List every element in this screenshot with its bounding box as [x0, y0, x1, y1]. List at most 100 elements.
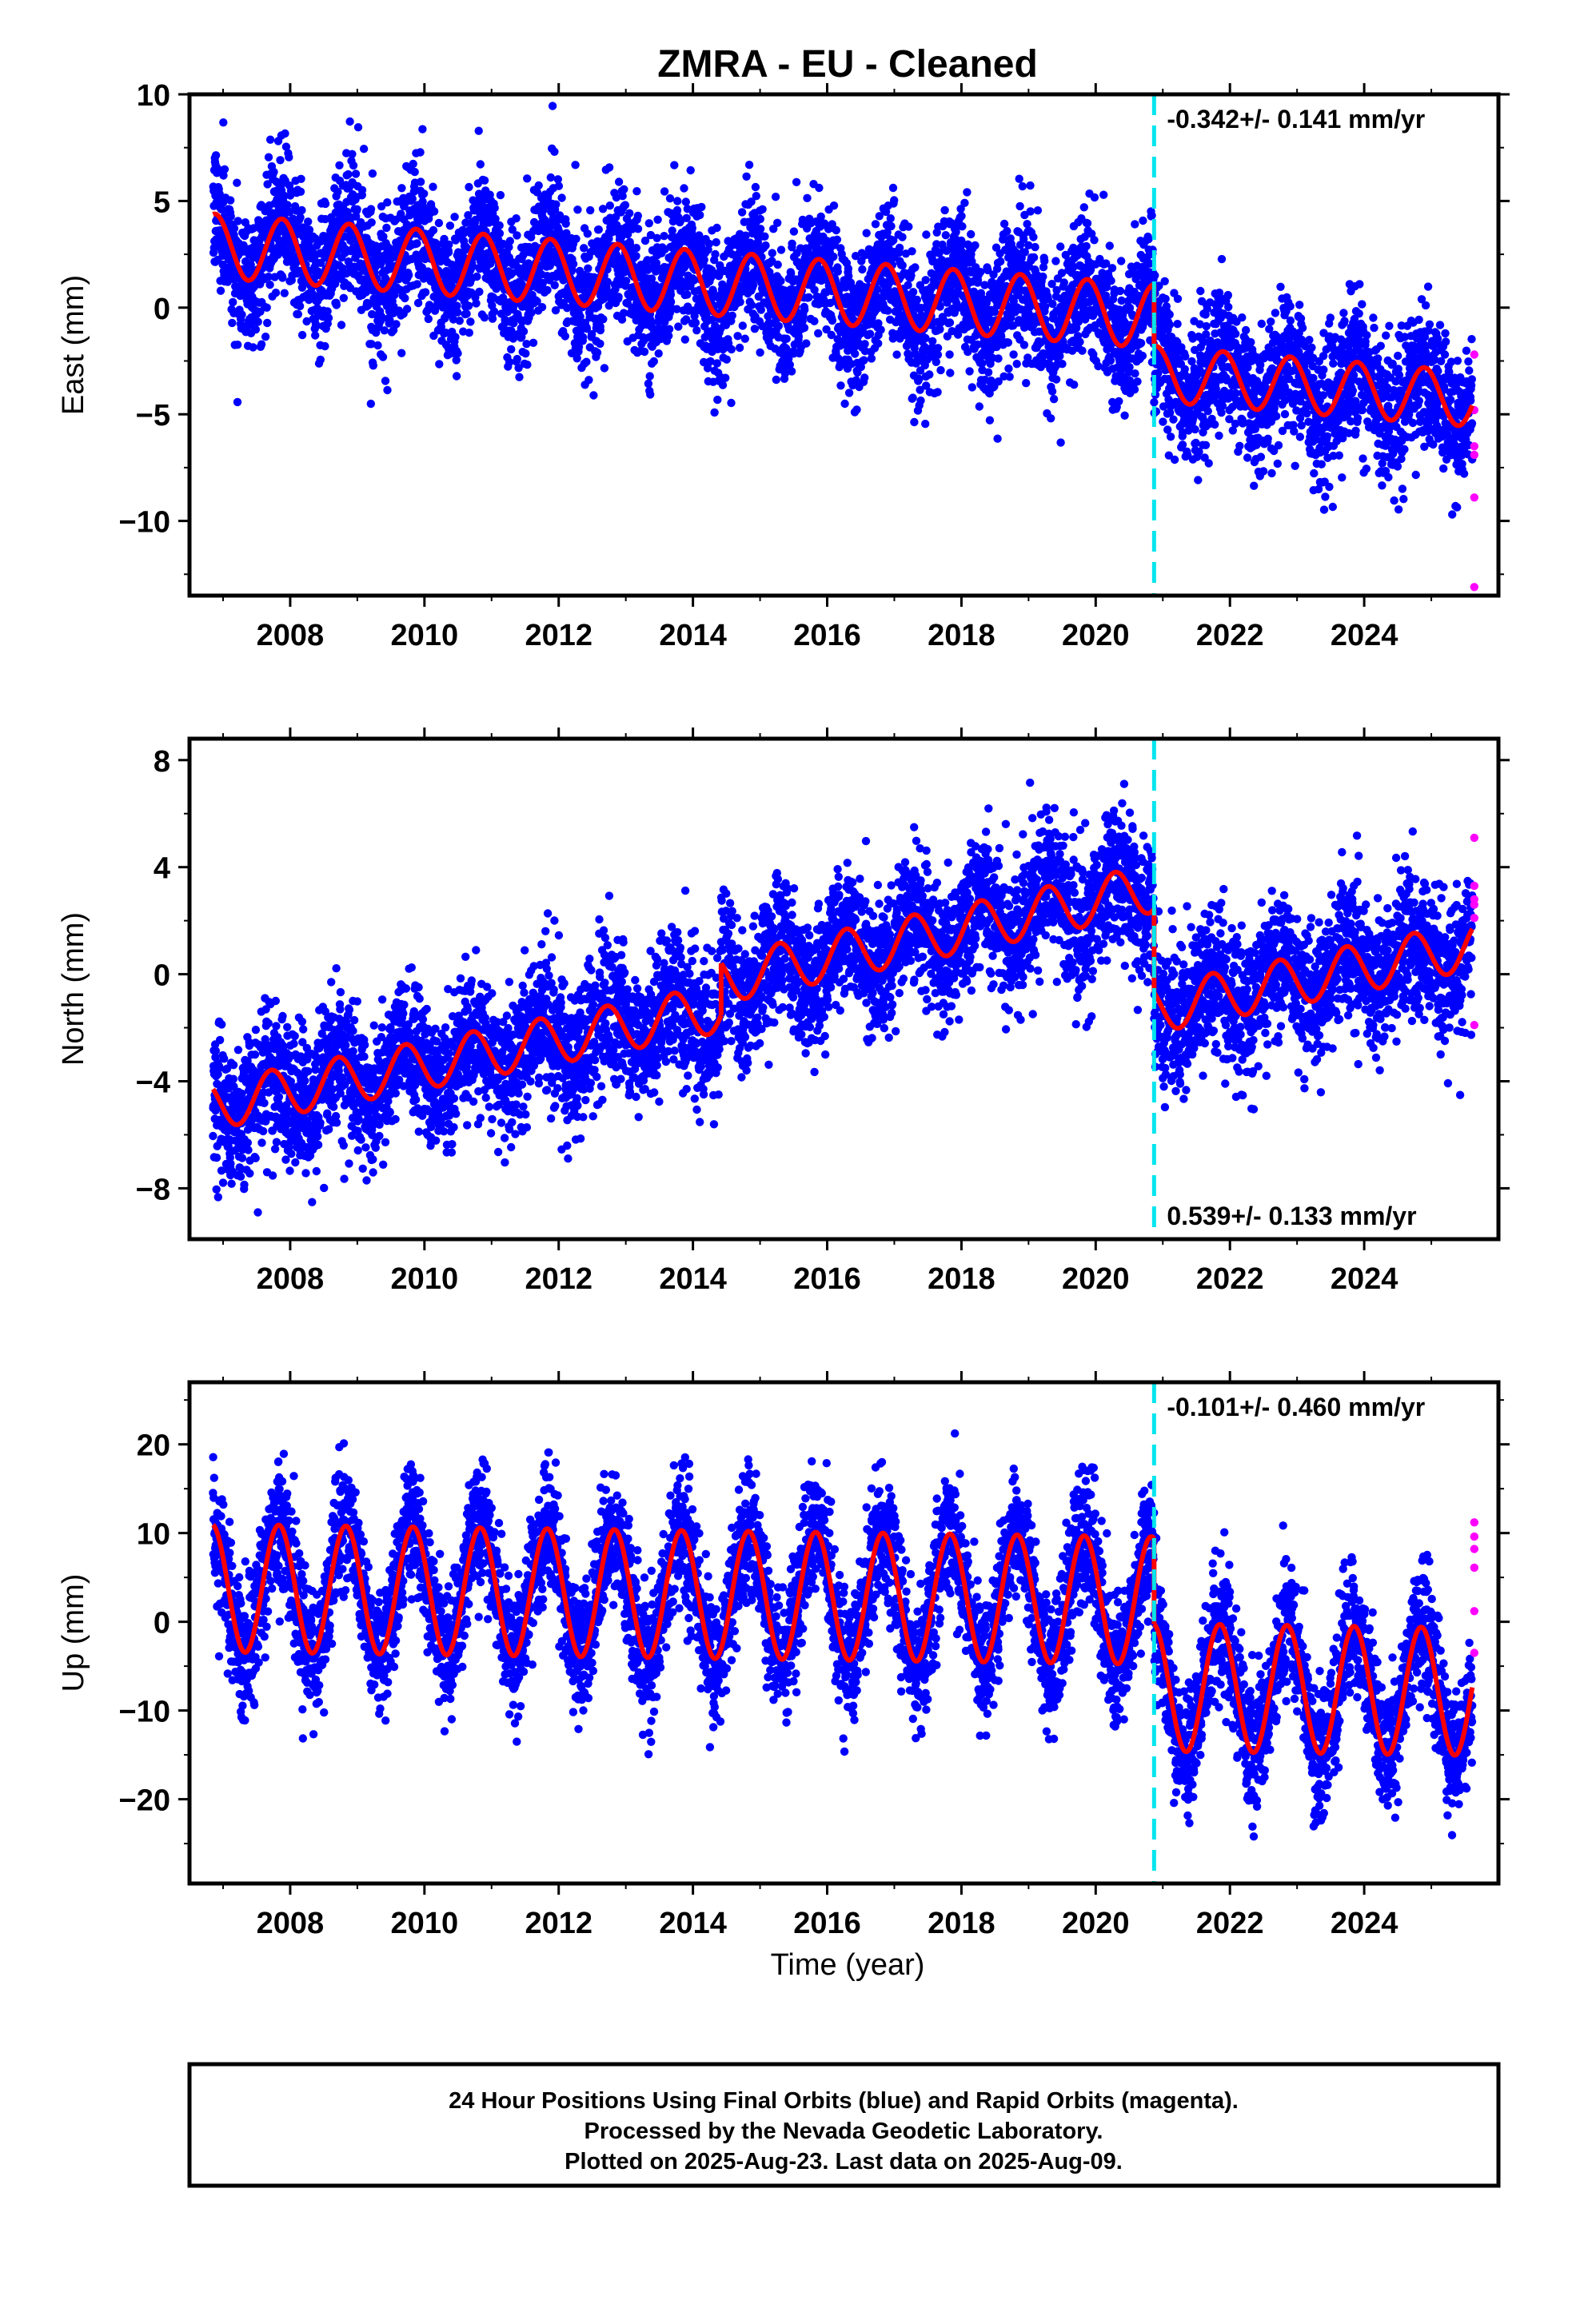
data-point: [632, 187, 641, 196]
data-point: [554, 181, 564, 190]
data-point: [836, 381, 845, 390]
data-point: [810, 317, 819, 325]
data-point: [1070, 381, 1079, 389]
data-point: [774, 321, 783, 330]
data-point: [537, 303, 547, 312]
data-point: [925, 370, 934, 379]
data-point: [599, 315, 608, 324]
data-point: [583, 229, 592, 238]
data-point: [1004, 364, 1013, 373]
data-point: [587, 329, 596, 339]
data-point: [1056, 242, 1065, 251]
data-point: [802, 339, 811, 348]
data-point: [369, 361, 377, 370]
data-point: [249, 343, 257, 352]
data-point: [1018, 181, 1027, 191]
data-point: [664, 331, 673, 341]
data-point: [1012, 360, 1021, 369]
data-point: [776, 245, 786, 254]
data-point: [337, 321, 346, 329]
data-point: [912, 295, 922, 305]
data-point: [680, 335, 689, 344]
data-point: [413, 239, 421, 248]
data-point: [397, 349, 406, 357]
data-point: [614, 293, 623, 301]
data-point: [377, 312, 386, 321]
data-point: [1131, 369, 1139, 378]
data-point: [1106, 356, 1115, 365]
data-point: [578, 333, 588, 341]
data-point: [523, 174, 532, 183]
data-point: [449, 315, 458, 324]
data-point: [1031, 242, 1039, 252]
data-point: [233, 217, 242, 225]
data-point: [580, 244, 589, 253]
data-point: [488, 314, 497, 323]
data-point: [666, 297, 676, 306]
data-point: [665, 194, 675, 203]
data-point: [620, 185, 628, 193]
data-point: [475, 287, 484, 297]
data-point: [653, 215, 662, 224]
data-point: [742, 172, 751, 181]
data-point: [965, 367, 974, 376]
data-point: [670, 161, 679, 169]
data-point: [584, 264, 592, 273]
data-point: [561, 332, 569, 341]
data-point: [351, 169, 361, 178]
data-point: [522, 340, 531, 349]
data-point: [1047, 387, 1057, 396]
data-point: [379, 232, 388, 241]
data-point: [257, 340, 266, 349]
data-point: [756, 214, 764, 224]
data-point: [910, 417, 919, 427]
data-point: [945, 350, 954, 359]
data-point: [596, 325, 605, 335]
data-point: [451, 333, 460, 341]
data-point: [1005, 373, 1014, 381]
data-point: [429, 182, 437, 191]
data-point: [737, 208, 747, 217]
data-point: [429, 225, 438, 235]
data-point: [892, 350, 901, 359]
data-point: [490, 203, 499, 213]
data-point: [480, 313, 489, 322]
data-point: [574, 342, 584, 352]
data-point: [1040, 302, 1050, 311]
data-point: [1133, 377, 1142, 386]
data-point: [557, 193, 566, 202]
data-point: [586, 205, 595, 215]
data-point: [1130, 385, 1139, 394]
data-point: [876, 325, 885, 334]
data-point: [331, 279, 340, 289]
data-point: [491, 214, 500, 223]
data-point: [1023, 220, 1031, 229]
data-point: [397, 184, 406, 193]
data-point: [621, 277, 631, 285]
data-point: [860, 373, 869, 382]
data-point: [357, 185, 367, 194]
data-point: [712, 359, 721, 368]
data-point: [305, 225, 314, 234]
data-point: [736, 297, 744, 306]
data-point: [453, 308, 462, 317]
data-point: [994, 354, 1003, 363]
data-point: [219, 118, 228, 127]
data-point: [561, 219, 570, 228]
data-point: [383, 198, 392, 207]
data-point: [420, 189, 429, 198]
data-point: [800, 323, 809, 333]
data-point: [349, 161, 358, 170]
data-point: [466, 317, 475, 326]
data-point: [465, 329, 473, 337]
data-point: [640, 236, 650, 245]
data-point: [645, 372, 654, 381]
data-point: [727, 398, 736, 408]
data-point: [468, 261, 477, 271]
data-point: [1079, 203, 1089, 212]
data-point: [1019, 341, 1029, 349]
data-point: [513, 231, 521, 240]
data-point: [296, 213, 305, 222]
data-point: [664, 325, 674, 333]
data-point: [632, 252, 640, 261]
